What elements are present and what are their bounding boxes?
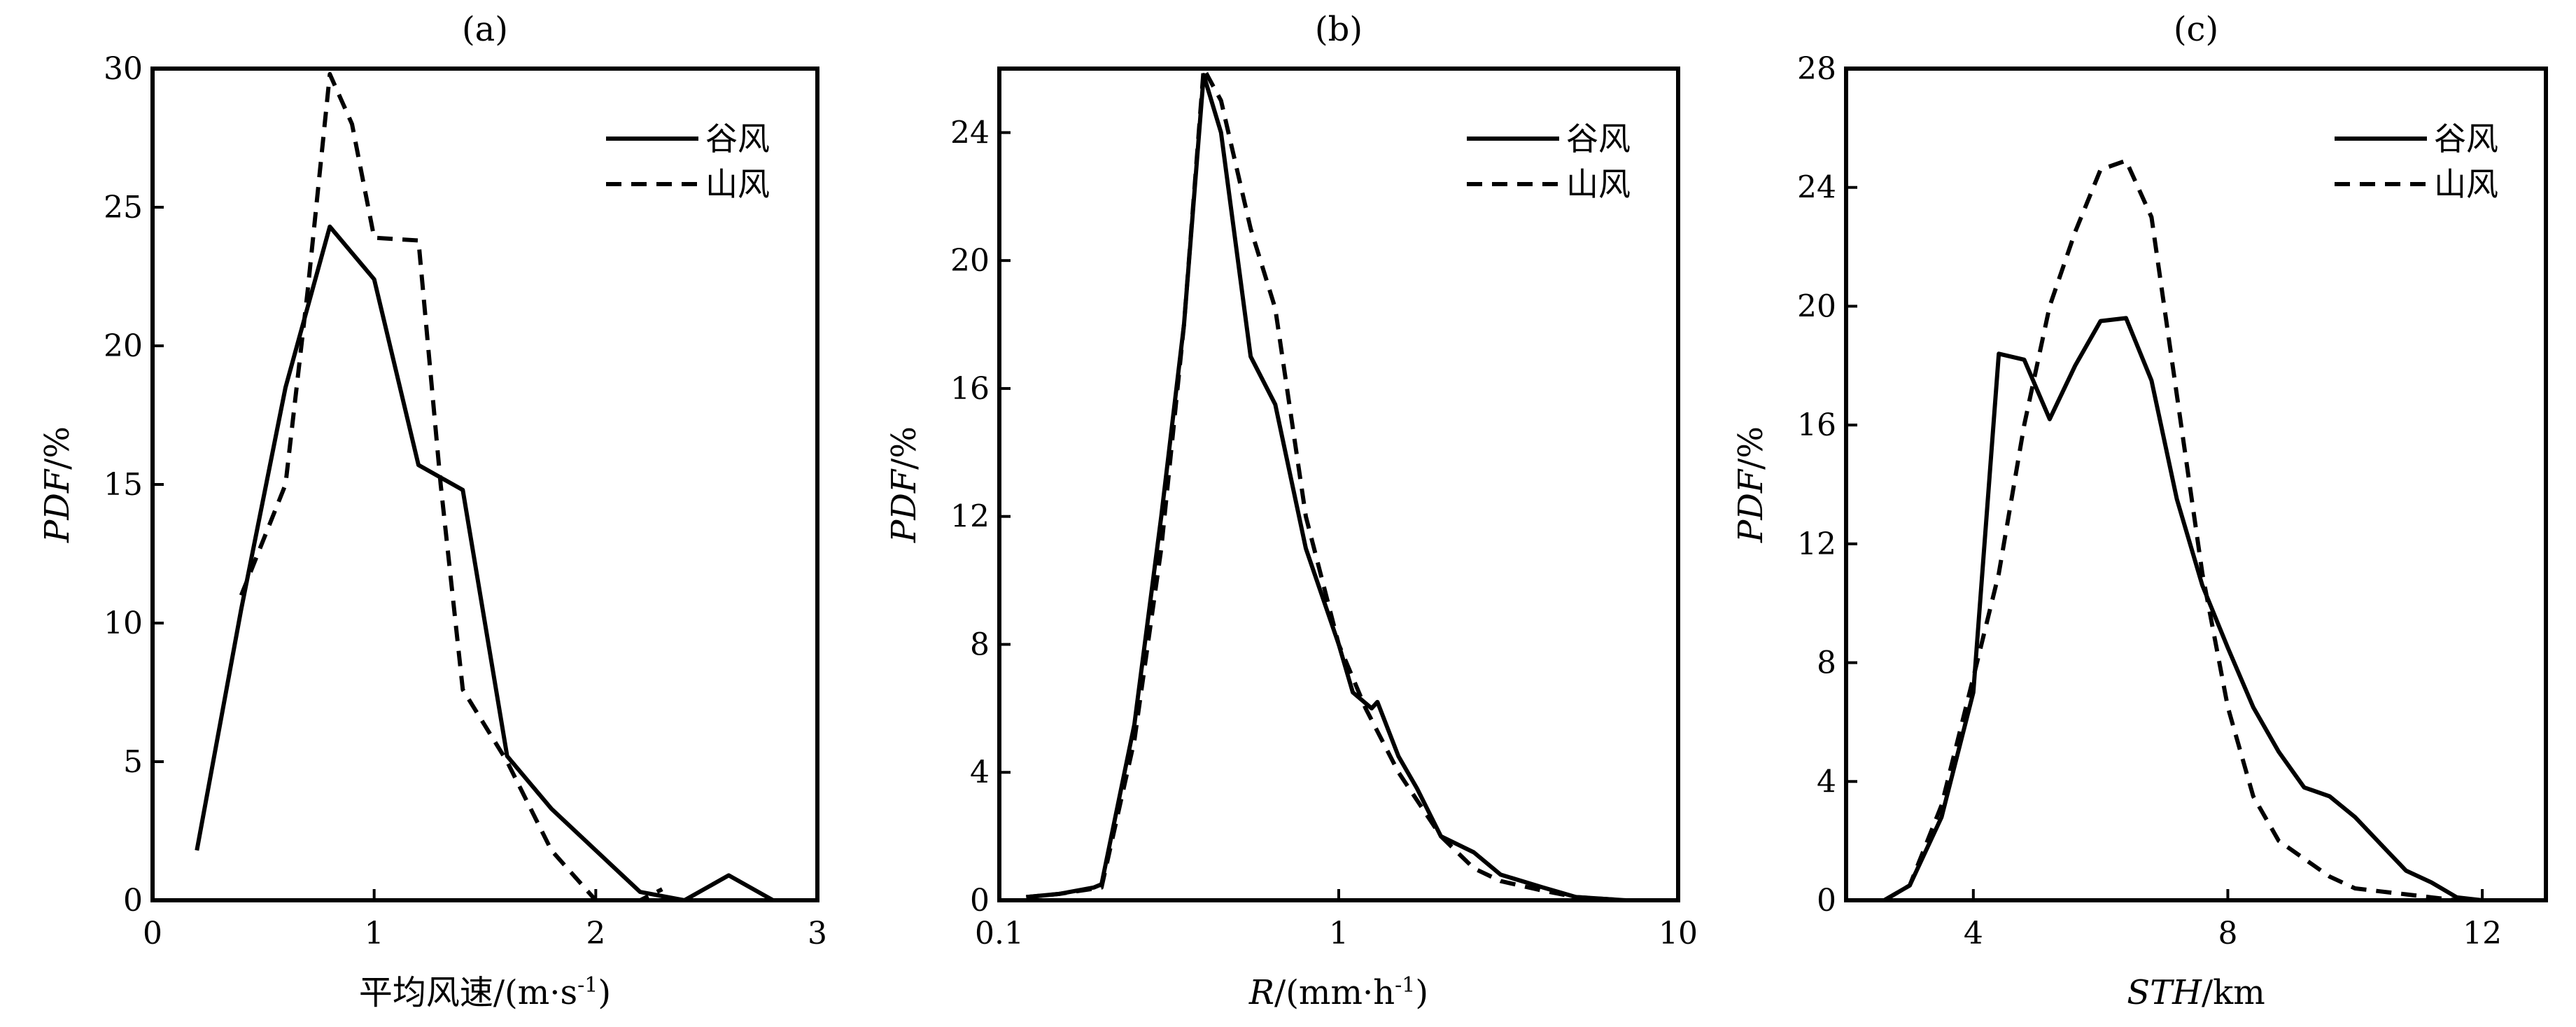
legend-label: 山风 [705,165,770,203]
x-tick-label: 4 [1964,916,1983,951]
y-tick-label: 12 [950,499,990,535]
y-tick-label: 0 [123,883,143,918]
y-axis-label: PDF/% [1731,426,1771,543]
series-valley-wind-line [1026,73,1626,902]
x-tick-label: 3 [808,916,827,951]
series-mountain-wind-line [239,71,663,902]
series-mountain-wind-line [1026,67,1626,902]
y-tick-label: 0 [970,883,990,918]
x-axis-label: 平均风速/(m·s-1) [359,973,611,1013]
plot-frame [1844,67,2548,902]
y-tick-label: 24 [950,115,990,151]
x-tick-label: 1 [1329,916,1349,951]
y-tick-label: 15 [104,467,143,503]
legend-label: 谷风 [705,120,770,158]
legend-label: 山风 [1566,165,1631,203]
y-tick-label: 12 [1797,526,1836,562]
y-tick-label: 4 [970,755,990,790]
y-tick-label: 8 [1817,645,1836,681]
y-tick-label: 4 [1817,764,1836,799]
y-tick-label: 20 [104,328,143,364]
x-tick-label: 8 [2218,916,2237,951]
y-tick-label: 5 [123,744,143,780]
y-tick-label: 16 [950,371,990,407]
legend-label: 谷风 [1566,120,1631,158]
panel-title: (c) [2174,10,2218,49]
x-tick-label: 2 [586,916,605,951]
legend-label: 山风 [2434,165,2498,203]
y-tick-label: 28 [1797,51,1836,87]
panel-title: (b) [1315,10,1363,49]
y-tick-label: 8 [970,627,990,662]
x-tick-label: 12 [2463,916,2502,951]
series-valley-wind-line [1882,316,2483,902]
x-tick-label: 10 [1659,916,1698,951]
legend-label: 谷风 [2434,120,2498,158]
x-axis-label: R/(mm·h-1) [1248,973,1428,1013]
y-tick-label: 10 [104,606,143,641]
series-valley-wind-line [195,224,775,902]
y-axis-label: PDF/% [38,426,77,543]
y-tick-label: 0 [1817,883,1836,918]
series-mountain-wind-line [1882,158,2458,902]
y-tick-label: 16 [1797,407,1836,443]
y-tick-label: 20 [950,243,990,279]
x-tick-label: 0.1 [975,916,1024,951]
y-tick-label: 25 [104,190,143,225]
panel-title: (a) [462,10,508,49]
y-tick-label: 30 [104,51,143,87]
x-tick-label: 0 [143,916,162,951]
x-axis-label: STH/km [2127,973,2265,1012]
x-tick-label: 1 [365,916,384,951]
y-tick-label: 20 [1797,288,1836,324]
y-tick-label: 24 [1797,170,1836,206]
y-axis-label: PDF/% [885,426,924,543]
